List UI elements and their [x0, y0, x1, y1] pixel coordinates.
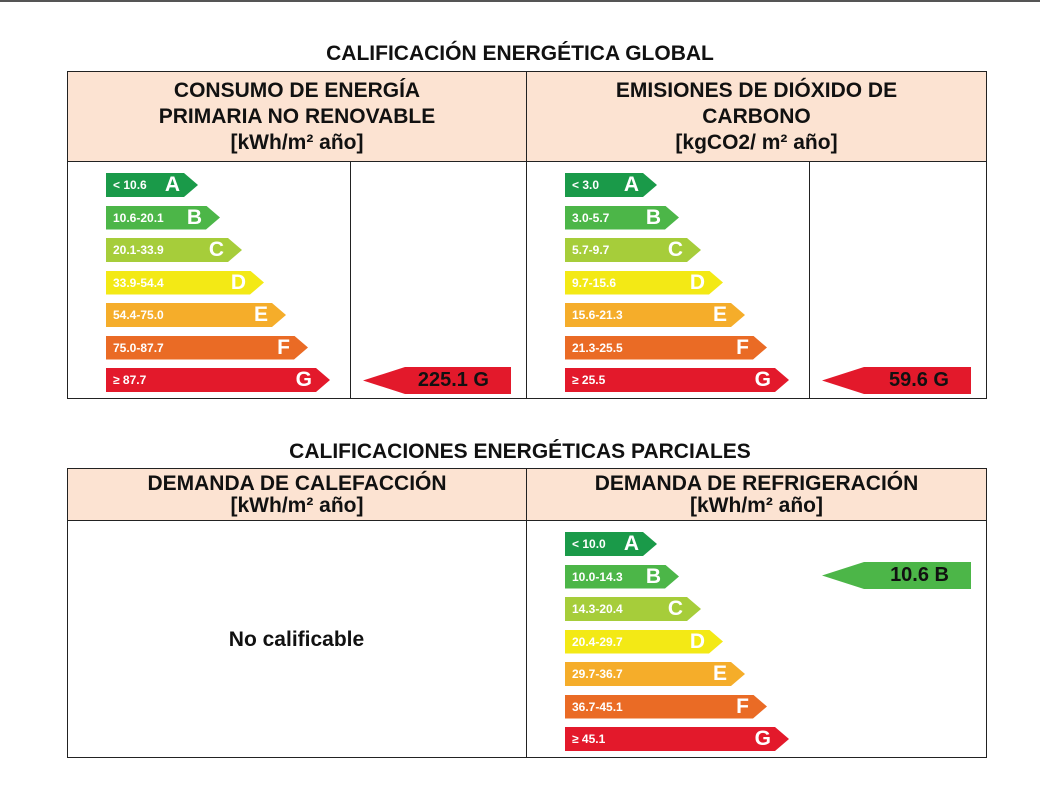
- consumo-bar-g: ≥ 87.7 G: [106, 368, 330, 392]
- emisiones-range-label: 5.7-9.7: [572, 243, 610, 257]
- refrigeracion-range-label: 20.4-29.7: [572, 634, 623, 649]
- emisiones-bar-f: 21.3-25.5 F: [565, 336, 767, 360]
- emisiones-header-unit: [kgCO2/ m² año]: [675, 130, 838, 154]
- refrigeracion-bar-e: 29.7-36.7 E: [565, 662, 745, 686]
- consumo-letter-label: B: [186, 205, 202, 229]
- consumo-letter-label: E: [253, 303, 268, 326]
- consumo-bar-f: 75.0-87.7 F: [106, 336, 308, 360]
- refrigeracion-range-label: 29.7-36.7: [572, 667, 623, 681]
- emisiones-letter-label: D: [689, 270, 705, 294]
- emisiones-letter-label: G: [754, 368, 771, 391]
- emisiones-header-line2: CARBONO: [702, 104, 811, 128]
- emisiones-bar-a: < 3.0 A: [565, 173, 657, 197]
- emisiones-header-line1: EMISIONES DE DIÓXIDO DE: [615, 78, 898, 102]
- calefaccion-status: No calificable: [228, 628, 365, 651]
- emisiones-range-label: 3.0-5.7: [572, 210, 610, 225]
- consumo-header-line2: PRIMARIA NO RENOVABLE: [158, 104, 436, 128]
- emisiones-range-label: ≥ 25.5: [572, 373, 606, 387]
- emisiones-letter-label: A: [623, 173, 639, 196]
- refrigeracion-range-label: ≥ 45.1: [572, 732, 606, 746]
- emisiones-letter-label: F: [736, 335, 749, 359]
- emisiones-letter-label: E: [712, 303, 727, 326]
- emisiones-bar-d: 9.7-15.6 D: [565, 271, 723, 295]
- refrigeracion-letter-label: C: [667, 597, 683, 620]
- emisiones-range-label: < 3.0: [572, 178, 600, 192]
- refrigeracion-value-label: 10.6 B: [890, 564, 949, 586]
- parciales-title: CALIFICACIONES ENERGÉTICAS PARCIALES: [289, 440, 751, 463]
- consumo-bar-c: 20.1-33.9 C: [106, 238, 242, 262]
- refrigeracion-letter-label: E: [712, 662, 727, 685]
- emisiones-bar-g: ≥ 25.5 G: [565, 368, 789, 392]
- refrigeracion-bar-a: < 10.0 A: [565, 532, 657, 556]
- consumo-header-line1: CONSUMO DE ENERGÍA: [173, 78, 421, 102]
- consumo-range-label: 33.9-54.4: [113, 275, 164, 290]
- consumo-range-label: ≥ 87.7: [113, 373, 147, 387]
- emisiones-value-label: 59.6 G: [888, 369, 949, 391]
- emisiones-range-label: 15.6-21.3: [572, 308, 623, 322]
- refrigeracion-letter-label: F: [736, 694, 749, 718]
- parciales-rating-table: DEMANDA DE CALEFACCIÓN [kWh/m² año] DEMA…: [67, 468, 987, 758]
- consumo-letter-label: A: [164, 173, 180, 196]
- consumo-bar-a: < 10.6 A: [106, 173, 198, 197]
- consumo-range-label: 10.6-20.1: [113, 210, 164, 225]
- refrigeracion-letter-label: D: [689, 629, 705, 653]
- consumo-range-label: 54.4-75.0: [113, 308, 164, 322]
- refrigeracion-range-label: < 10.0: [572, 537, 606, 551]
- calefaccion-header-line1: DEMANDA DE CALEFACCIÓN: [147, 471, 447, 495]
- consumo-range-label: 20.1-33.9: [113, 243, 164, 257]
- refrigeracion-letter-label: G: [754, 727, 771, 750]
- consumo-range-label: < 10.6: [113, 178, 147, 192]
- refrigeracion-bar-d: 20.4-29.7 D: [565, 630, 723, 654]
- refrigeracion-bar-c: 14.3-20.4 C: [565, 597, 701, 621]
- calefaccion-header-unit: [kWh/m² año]: [230, 493, 364, 517]
- consumo-bar-b: 10.6-20.1 B: [106, 206, 220, 230]
- emisiones-letter-label: C: [667, 238, 683, 261]
- refrigeracion-letter-label: B: [645, 564, 661, 588]
- emisiones-range-label: 21.3-25.5: [572, 340, 623, 355]
- global-center-divider: [526, 162, 527, 398]
- top-border-line: [0, 0, 1040, 2]
- emisiones-header: EMISIONES DE DIÓXIDO DE CARBONO [kgCO2/ …: [527, 72, 986, 162]
- refrigeracion-range-label: 10.0-14.3: [572, 569, 623, 584]
- consumo-letter-label: C: [208, 238, 224, 261]
- consumo-value-divider: [350, 162, 351, 398]
- consumo-letter-label: G: [295, 368, 312, 391]
- refrigeracion-range-label: 14.3-20.4: [572, 602, 623, 616]
- emisiones-bar-c: 5.7-9.7 C: [565, 238, 701, 262]
- emisiones-letter-label: B: [645, 205, 661, 229]
- consumo-bar-e: 54.4-75.0 E: [106, 303, 286, 327]
- consumo-letter-label: F: [277, 335, 290, 359]
- emisiones-range-label: 9.7-15.6: [572, 275, 617, 290]
- refrigeracion-header: DEMANDA DE REFRIGERACIÓN [kWh/m² año]: [527, 469, 986, 521]
- refrigeracion-header-unit: [kWh/m² año]: [690, 493, 823, 517]
- refrigeracion-letter-label: A: [623, 532, 639, 555]
- consumo-header-unit: [kWh/m² año]: [230, 130, 364, 154]
- emisiones-value-divider: [809, 162, 810, 398]
- consumo-range-label: 75.0-87.7: [113, 340, 164, 355]
- refrigeracion-bar-b: 10.0-14.3 B: [565, 565, 679, 589]
- global-rating-table: CONSUMO DE ENERGÍA PRIMARIA NO RENOVABLE…: [67, 71, 987, 399]
- consumo-letter-label: D: [230, 270, 246, 294]
- refrigeracion-bar-f: 36.7-45.1 F: [565, 695, 767, 719]
- emisiones-bar-b: 3.0-5.7 B: [565, 206, 679, 230]
- calefaccion-header: DEMANDA DE CALEFACCIÓN [kWh/m² año]: [68, 469, 527, 521]
- consumo-value-label: 225.1 G: [417, 369, 489, 391]
- consumo-bar-d: 33.9-54.4 D: [106, 271, 264, 295]
- emisiones-bar-e: 15.6-21.3 E: [565, 303, 745, 327]
- refrigeracion-bar-g: ≥ 45.1 G: [565, 727, 789, 751]
- global-title: CALIFICACIÓN ENERGÉTICA GLOBAL: [326, 42, 714, 65]
- refrigeracion-header-line1: DEMANDA DE REFRIGERACIÓN: [594, 471, 919, 495]
- consumo-header: CONSUMO DE ENERGÍA PRIMARIA NO RENOVABLE…: [68, 72, 527, 162]
- parciales-center-divider: [526, 521, 527, 757]
- refrigeracion-range-label: 36.7-45.1: [572, 699, 623, 714]
